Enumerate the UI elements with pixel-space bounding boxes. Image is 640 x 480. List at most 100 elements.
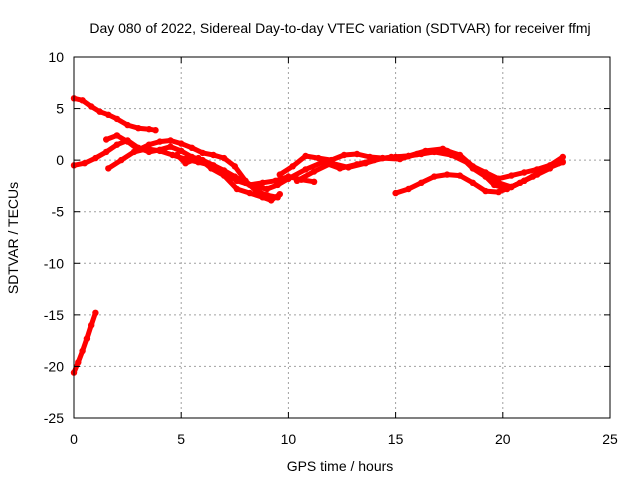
grid	[74, 57, 610, 418]
data-point	[195, 154, 202, 162]
data-point	[465, 160, 472, 167]
data-point	[310, 178, 318, 185]
data-point	[315, 154, 322, 162]
series-layer	[70, 95, 566, 376]
data-point	[79, 97, 86, 104]
y-axis-label: SDTVAR / TECUs	[5, 182, 21, 294]
y-tick-label: -20	[44, 358, 64, 374]
data-point	[152, 127, 159, 134]
data-point	[199, 149, 206, 157]
data-point	[353, 150, 361, 158]
data-point	[130, 148, 138, 156]
data-point	[81, 160, 88, 167]
y-tick-label: -15	[44, 307, 64, 323]
data-point	[533, 170, 541, 177]
data-point	[508, 172, 515, 179]
data-point	[345, 164, 352, 171]
data-point	[118, 156, 125, 164]
data-point	[285, 175, 292, 182]
plot-frame	[73, 56, 611, 419]
data-point	[231, 163, 238, 170]
data-point	[310, 168, 318, 175]
y-tick-label: 0	[56, 152, 64, 168]
data-point	[92, 309, 99, 316]
data-point	[208, 165, 215, 172]
data-point	[103, 136, 110, 143]
data-point	[443, 171, 451, 178]
data-point	[233, 177, 241, 184]
data-point	[246, 181, 253, 189]
data-point	[124, 121, 131, 129]
data-point	[439, 145, 446, 152]
data-point	[246, 189, 253, 197]
y-tick-label: -25	[44, 410, 64, 426]
data-point	[167, 143, 174, 150]
data-point	[83, 335, 91, 342]
data-point	[113, 115, 121, 123]
data-point	[405, 185, 412, 193]
data-point	[79, 347, 86, 355]
x-tick-label: 10	[281, 431, 297, 447]
data-point	[448, 151, 455, 159]
data-point	[302, 166, 309, 173]
data-point	[259, 194, 266, 201]
data-point	[182, 160, 189, 167]
data-point	[167, 137, 174, 144]
data-point	[521, 169, 528, 176]
data-point	[431, 148, 438, 156]
data-point	[263, 185, 271, 193]
data-point	[362, 160, 369, 167]
data-point	[268, 197, 275, 204]
x-tick-label: 15	[388, 431, 404, 447]
series-line-arc-1	[71, 95, 158, 133]
data-point	[105, 165, 112, 172]
data-point	[469, 179, 476, 186]
data-point	[103, 148, 110, 156]
data-point	[418, 179, 425, 186]
data-point	[173, 151, 181, 159]
data-point	[392, 189, 399, 197]
data-point	[259, 179, 266, 186]
data-point	[210, 151, 217, 159]
data-point	[188, 144, 196, 151]
data-point	[220, 172, 228, 179]
data-point	[319, 159, 326, 166]
data-point	[220, 154, 228, 162]
data-point	[293, 177, 301, 184]
data-point	[396, 155, 404, 163]
data-point	[88, 103, 95, 110]
y-tick-label: 5	[56, 101, 64, 117]
data-point	[302, 152, 309, 160]
x-tick-label: 0	[70, 431, 78, 447]
data-point	[289, 163, 296, 170]
data-point	[491, 181, 498, 189]
data-point	[135, 125, 142, 132]
data-point	[92, 154, 99, 162]
data-point	[379, 154, 386, 162]
data-point	[276, 171, 283, 178]
chart-title: Day 080 of 2022, Sidereal Day-to-day VTE…	[89, 20, 590, 36]
data-point	[508, 183, 515, 191]
data-point	[276, 191, 283, 198]
data-point	[88, 322, 95, 329]
data-point	[145, 126, 153, 133]
data-point	[178, 140, 185, 147]
y-tick-label: 10	[48, 49, 64, 65]
data-point	[546, 164, 554, 171]
series-line-arc-5	[174, 152, 283, 203]
x-tick-label: 20	[495, 431, 511, 447]
data-point	[124, 138, 131, 145]
data-point	[156, 147, 163, 155]
y-tick-label: -10	[44, 255, 64, 271]
data-point	[413, 150, 421, 158]
data-point	[478, 169, 485, 176]
data-point	[456, 172, 464, 179]
data-point	[233, 185, 241, 193]
data-point	[272, 177, 279, 184]
data-point	[482, 187, 489, 195]
x-axis-label: GPS time / hours	[287, 458, 394, 474]
data-point	[178, 147, 185, 155]
data-point	[105, 111, 112, 119]
y-tick-label: -5	[52, 204, 65, 220]
